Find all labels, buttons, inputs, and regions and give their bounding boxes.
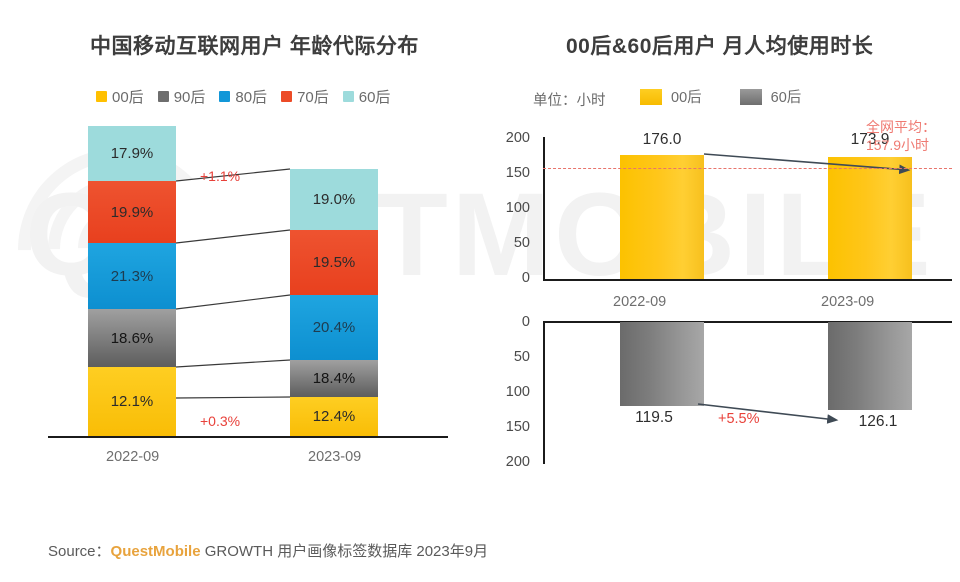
ytick-bottom-200: 200 [505, 454, 530, 470]
bar-value-00hou-2023: 173.9 [850, 131, 890, 148]
legend-swatch-80hou [219, 91, 231, 102]
left-chart-x-axis [48, 436, 448, 438]
left-chart-legend: 00后 90后 80后 70后 60后 [96, 86, 390, 107]
bar-60hou-2022 [620, 322, 704, 406]
legend-item-right-60hou: 60后 [739, 86, 802, 107]
trend-arrow-60hou [697, 403, 839, 424]
ytick-top-50: 50 [513, 235, 530, 251]
segment-60hou-2023: 19.0% [290, 169, 378, 230]
average-reference-line [543, 168, 952, 169]
average-annotation-line1: 全网平均： [866, 119, 936, 135]
ytick-bottom-150: 150 [505, 419, 530, 435]
ytick-top-0: 0 [521, 270, 530, 286]
legend-item-60hou: 60后 [342, 86, 391, 107]
right-top-y-axis [543, 137, 545, 280]
legend-swatch-90hou [157, 91, 169, 102]
ytick-top-200: 200 [505, 130, 530, 146]
trend-arrow-00hou [703, 153, 911, 175]
right-chart-unit-label: 单位：小时 [533, 93, 606, 109]
bar-00hou-2022 [620, 155, 704, 279]
stack-2022-09: 17.9% 19.9% 21.3% 18.6% 12.1% [88, 126, 176, 436]
legend-swatch-00hou [96, 91, 107, 102]
left-stacked-bar-plot: 17.9% 19.9% 21.3% 18.6% 12.1% 19.0% 19.5… [48, 126, 448, 442]
legend-label-60hou: 60后 [358, 89, 391, 106]
right-bottom-subchart: 0 50 100 150 200 119.5 126.1 +5.5% [496, 312, 952, 472]
stack-2023-09: 19.0% 19.5% 20.4% 18.4% 12.4% [290, 126, 378, 436]
legend-label-right-60hou: 60后 [770, 90, 802, 106]
bar-60hou-2023 [828, 322, 912, 410]
legend-label-70hou: 70后 [297, 89, 329, 106]
segment-70hou-2023: 19.5% [290, 230, 378, 295]
stack-connector-lines [175, 168, 291, 399]
legend-item-80hou: 80后 [219, 86, 267, 107]
legend-swatch-60hou [342, 91, 354, 102]
legend-label-90hou: 90后 [173, 89, 206, 106]
legend-label-00hou: 00后 [112, 89, 144, 106]
ytick-top-150: 150 [505, 165, 530, 181]
right-chart-title: 00后&60后用户 月人均使用时长 [566, 35, 874, 58]
left-xtick-2022-09: 2022-09 [106, 449, 160, 465]
source-footer: Source：QuestMobile GROWTH 用户画像标签数据库 2023… [48, 540, 488, 561]
segment-70hou-2022: 19.9% [88, 181, 176, 243]
right-top-x-axis [543, 279, 952, 281]
delta-60hou: +5.5% [718, 411, 760, 427]
ytick-top-100: 100 [505, 200, 530, 216]
left-chart-title: 中国移动互联网用户 年龄代际分布 [90, 35, 419, 58]
legend-swatch-70hou [281, 91, 293, 102]
ytick-bottom-0: 0 [521, 314, 530, 330]
bar-value-60hou-2022: 119.5 [635, 409, 673, 426]
source-brand: QuestMobile [110, 543, 201, 560]
legend-item-70hou: 70后 [281, 86, 329, 107]
right-top-subchart: 200 150 100 50 0 176.0 173.9 [496, 128, 952, 318]
legend-label-80hou: 80后 [235, 89, 268, 106]
legend-swatch-right-00hou [640, 88, 662, 105]
bar-value-60hou-2023: 126.1 [858, 413, 898, 430]
legend-label-right-00hou: 00后 [671, 90, 702, 106]
left-xtick-2023-09: 2023-09 [308, 449, 362, 465]
right-xtick-2022-09: 2022-09 [613, 294, 667, 310]
source-prefix: Source： [48, 543, 111, 560]
legend-item-00hou: 00后 [96, 86, 144, 107]
bar-00hou-2023 [828, 157, 912, 279]
source-rest: GROWTH 用户画像标签数据库 2023年9月 [200, 543, 489, 560]
average-annotation: 全网平均： 157.9小时 [866, 119, 936, 154]
segment-00hou-2023: 12.4% [290, 397, 378, 436]
delta-top-60hou: +1.1% [200, 168, 241, 184]
ytick-bottom-100: 100 [505, 384, 530, 400]
right-xtick-2023-09: 2023-09 [821, 294, 875, 310]
delta-bottom-00hou: +0.3% [200, 413, 241, 429]
average-annotation-line2: 157.9小时 [866, 136, 930, 153]
segment-90hou-2023: 18.4% [290, 360, 378, 397]
segment-60hou-2022: 17.9% [88, 126, 176, 181]
right-bottom-x-axis [543, 321, 952, 323]
legend-item-right-00hou: 00后 [640, 86, 702, 107]
legend-item-90hou: 90后 [157, 86, 206, 107]
right-chart-legend: 00后 60后 [640, 86, 801, 107]
right-bottom-y-axis [543, 321, 545, 464]
segment-80hou-2023: 20.4% [290, 295, 378, 360]
legend-swatch-right-60hou [739, 88, 762, 105]
segment-00hou-2022: 12.1% [88, 367, 176, 436]
segment-90hou-2022: 18.6% [88, 309, 176, 367]
ytick-bottom-50: 50 [513, 349, 530, 365]
bar-value-00hou-2022: 176.0 [642, 131, 682, 148]
segment-80hou-2022: 21.3% [88, 243, 176, 309]
